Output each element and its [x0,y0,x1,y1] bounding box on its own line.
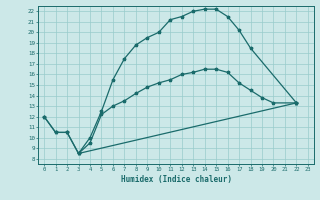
X-axis label: Humidex (Indice chaleur): Humidex (Indice chaleur) [121,175,231,184]
